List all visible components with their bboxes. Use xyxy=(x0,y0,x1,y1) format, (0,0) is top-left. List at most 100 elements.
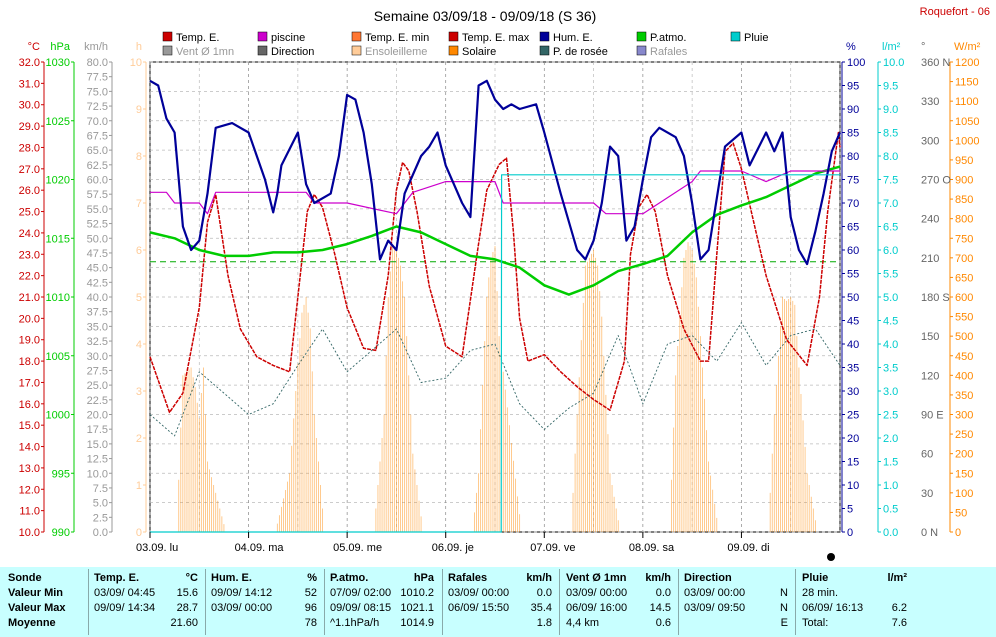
station-name: Roquefort - 06 xyxy=(920,6,990,18)
day-label: 05.09. me xyxy=(333,542,382,554)
legend-label: Ensoleilleme xyxy=(365,46,427,58)
stats-date: 06/09/ 15:50 xyxy=(448,602,510,614)
tick-label-wind: 62.5 xyxy=(87,160,108,172)
tick-label-temp: 11.0 xyxy=(19,506,40,518)
tick-label-hum: 100 xyxy=(847,57,865,69)
tick-label-solar: 250 xyxy=(955,429,973,441)
tick-label-dir: 150 xyxy=(921,331,939,343)
tick-label-hum: 70 xyxy=(847,198,859,210)
tick-label-sun: 7 xyxy=(136,198,142,210)
tick-label-hum: 85 xyxy=(847,128,859,140)
stats-value: 14.5 xyxy=(649,602,671,614)
tick-label-wind: 0.0 xyxy=(93,527,108,539)
legend-label: Hum. E. xyxy=(553,32,593,44)
stats-header: Hum. E. xyxy=(211,572,252,584)
tick-label-solar: 1150 xyxy=(955,77,979,89)
series-line-pluie xyxy=(150,174,840,533)
tick-label-wind: 37.5 xyxy=(87,307,108,319)
tick-label-solar: 700 xyxy=(955,253,973,265)
tick-label-dir: 210 xyxy=(921,253,939,265)
tick-label-solar: 600 xyxy=(955,292,973,304)
tick-label-temp: 12.0 xyxy=(19,484,40,496)
tick-label-temp: 13.0 xyxy=(19,463,40,475)
tick-label-hum: 0 xyxy=(847,527,853,539)
tick-label-hum: 5 xyxy=(847,504,853,516)
tick-label-dir: 330 xyxy=(921,96,939,108)
axis-unit-wind: km/h xyxy=(84,41,108,53)
tick-label-press: 990 xyxy=(52,527,70,539)
stats-value: 0.0 xyxy=(655,587,671,599)
tick-label-solar: 800 xyxy=(955,214,973,226)
tick-label-dir: 240 xyxy=(921,214,939,226)
tick-label-hum: 90 xyxy=(847,104,859,116)
tick-label-rain: 7.5 xyxy=(883,175,898,187)
stats-date: 03/09/ 00:00 xyxy=(211,602,273,614)
tick-label-solar: 950 xyxy=(955,155,973,167)
day-label: 07.09. ve xyxy=(530,542,575,554)
stats-date: 07/09/ 02:00 xyxy=(330,587,392,599)
axis-unit-temp: °C xyxy=(28,41,40,53)
tick-label-solar: 450 xyxy=(955,351,973,363)
tick-label-rain: 0.5 xyxy=(883,504,898,516)
stats-value: 35.4 xyxy=(530,602,552,614)
tick-label-wind: 30.0 xyxy=(87,351,108,363)
tick-label-hum: 10 xyxy=(847,480,859,492)
legend-swatch xyxy=(539,45,550,56)
stats-value: 1010.2 xyxy=(400,587,434,599)
tick-label-solar: 300 xyxy=(955,410,973,422)
tick-label-sun: 2 xyxy=(136,433,142,445)
tick-label-wind: 5.0 xyxy=(93,498,108,510)
tick-label-rain: 6.5 xyxy=(883,222,898,234)
tick-label-solar: 900 xyxy=(955,175,973,187)
tick-label-temp: 16.0 xyxy=(19,399,40,411)
tick-label-temp: 19.0 xyxy=(19,335,40,347)
tick-label-solar: 550 xyxy=(955,312,973,324)
stats-date: 4,4 km xyxy=(566,617,600,629)
stats-col-rain: Pluie l/m² 28 min. 06/09/ 16:13 6.2 Total:… xyxy=(802,571,907,631)
tick-label-wind: 17.5 xyxy=(87,424,108,436)
tick-label-rain: 5.5 xyxy=(883,269,898,281)
stats-panel: Sonde Valeur Min Valeur Max Moyenne Temp… xyxy=(0,567,996,637)
stats-value: 15.6 xyxy=(176,587,198,599)
tick-label-wind: 65.0 xyxy=(87,145,108,157)
legend-label: P. de rosée xyxy=(553,46,608,58)
tick-label-rain: 6.0 xyxy=(883,245,898,257)
tick-label-wind: 25.0 xyxy=(87,380,108,392)
tick-label-hum: 15 xyxy=(847,457,859,469)
plot-area xyxy=(149,79,842,533)
stats-header: Rafales xyxy=(448,572,488,584)
stats-date: 09/09/ 14:34 xyxy=(94,602,156,614)
legend-label: piscine xyxy=(271,32,305,44)
axis-unit-dir: ° xyxy=(921,41,925,53)
stats-header: Temp. E. xyxy=(94,572,140,584)
tick-label-rain: 4.5 xyxy=(883,316,898,328)
tick-label-wind: 15.0 xyxy=(87,439,108,451)
tick-label-hum: 30 xyxy=(847,386,859,398)
tick-label-temp: 15.0 xyxy=(19,420,40,432)
tick-label-wind: 7.5 xyxy=(93,483,108,495)
tick-label-temp: 14.0 xyxy=(19,442,40,454)
legend-swatch xyxy=(162,45,173,56)
tick-label-solar: 1200 xyxy=(955,57,979,69)
tick-label-dir: 30 xyxy=(921,488,933,500)
tick-label-wind: 77.5 xyxy=(87,72,108,84)
tick-label-wind: 10.0 xyxy=(87,468,108,480)
axis-unit-sun: h xyxy=(136,41,142,53)
tick-label-hum: 65 xyxy=(847,222,859,234)
stats-unit: km/h xyxy=(645,572,671,584)
tick-label-wind: 72.5 xyxy=(87,101,108,113)
tick-label-wind: 50.0 xyxy=(87,233,108,245)
stats-date: ^1.1hPa/h xyxy=(330,617,380,629)
tick-label-dir: 360 N xyxy=(921,57,950,69)
tick-label-solar: 500 xyxy=(955,331,973,343)
tick-label-rain: 7.0 xyxy=(883,198,898,210)
tick-label-rain: 9.0 xyxy=(883,104,898,116)
axes: °C10.011.012.013.014.015.016.017.018.019… xyxy=(19,41,981,539)
legend: Temp. E. piscine Temp. E. min Temp. E. max H… xyxy=(162,31,768,58)
tick-label-sun: 6 xyxy=(136,245,142,257)
tick-label-press: 1030 xyxy=(46,57,70,69)
legend-swatch xyxy=(636,31,647,42)
legend-label: Direction xyxy=(271,46,314,58)
stats-date: 03/09/ 09:50 xyxy=(684,602,746,614)
legend-label: Rafales xyxy=(650,46,688,58)
